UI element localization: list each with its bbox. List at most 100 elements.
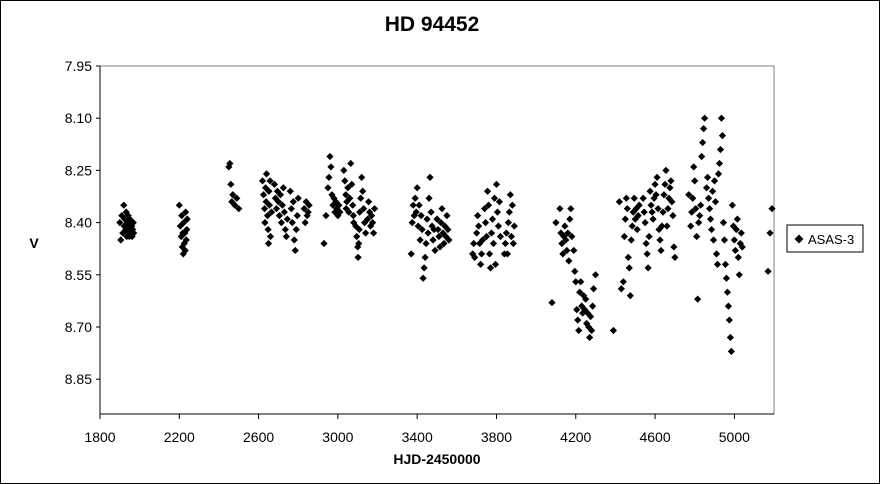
- data-point: [650, 194, 658, 202]
- y-tick-label: 8.70: [65, 319, 92, 335]
- data-point: [591, 271, 600, 279]
- data-point: [291, 246, 299, 255]
- data-point: [130, 229, 138, 237]
- data-point: [505, 208, 513, 216]
- data-point: [552, 219, 560, 227]
- data-point: [633, 225, 641, 234]
- x-tick-label: 4200: [560, 429, 591, 445]
- data-point: [416, 236, 424, 244]
- data-point: [704, 194, 713, 202]
- data-point: [768, 205, 776, 213]
- data-point: [345, 208, 353, 216]
- data-point: [413, 184, 421, 192]
- data-point: [439, 229, 447, 237]
- data-point: [409, 201, 417, 209]
- data-point: [411, 194, 419, 202]
- data-point: [471, 253, 479, 261]
- data-point: [320, 239, 328, 248]
- data-point: [558, 239, 566, 248]
- x-axis-title: HJD-2450000: [393, 451, 480, 467]
- data-point: [364, 215, 372, 223]
- data-point: [562, 236, 570, 244]
- data-point: [727, 347, 735, 355]
- data-point: [349, 201, 357, 209]
- data-point: [117, 236, 125, 244]
- data-point: [494, 222, 503, 230]
- data-point: [408, 219, 416, 227]
- data-point: [422, 239, 430, 248]
- data-point: [407, 250, 415, 258]
- series-asas-3-points: [116, 114, 776, 355]
- data-point: [573, 306, 581, 314]
- data-point: [574, 316, 582, 324]
- data-point: [641, 219, 649, 227]
- data-point: [624, 253, 632, 261]
- data-point: [568, 232, 576, 241]
- data-point: [427, 208, 435, 216]
- data-point: [716, 145, 725, 154]
- x-tick-label: 3800: [481, 429, 512, 445]
- data-point: [443, 212, 451, 220]
- data-point: [484, 201, 493, 209]
- data-point: [667, 177, 675, 185]
- data-point: [642, 239, 650, 248]
- data-point: [325, 173, 333, 181]
- data-point: [343, 198, 351, 206]
- data-point: [657, 246, 665, 255]
- data-point: [668, 198, 676, 206]
- data-point: [582, 295, 590, 303]
- data-point: [615, 198, 623, 206]
- data-point: [620, 232, 628, 241]
- data-point: [179, 250, 187, 258]
- data-point: [349, 212, 357, 220]
- data-point: [623, 205, 631, 213]
- data-point: [493, 208, 502, 216]
- data-point: [644, 264, 652, 272]
- data-point: [335, 201, 343, 209]
- data-point: [129, 219, 137, 227]
- data-point: [355, 225, 363, 234]
- data-point: [588, 326, 596, 335]
- data-point: [347, 159, 355, 168]
- data-point: [183, 225, 191, 234]
- data-point: [645, 232, 653, 241]
- data-point: [713, 260, 722, 268]
- data-point: [226, 159, 234, 168]
- data-point: [181, 246, 189, 255]
- data-point: [417, 212, 425, 220]
- data-point: [732, 225, 740, 234]
- data-point: [492, 180, 501, 188]
- data-point: [630, 194, 638, 202]
- data-point: [696, 212, 704, 220]
- data-point: [445, 236, 453, 244]
- x-tick-label: 2200: [164, 429, 195, 445]
- data-point: [469, 250, 477, 258]
- data-point: [685, 191, 693, 199]
- data-point: [292, 225, 300, 234]
- data-point: [572, 278, 580, 286]
- data-point: [294, 194, 302, 202]
- data-point: [724, 302, 733, 310]
- y-tick-label: 8.55: [65, 267, 92, 283]
- data-point: [488, 215, 497, 223]
- data-point: [561, 222, 569, 230]
- data-point: [359, 187, 367, 195]
- data-point: [434, 225, 442, 234]
- data-point: [565, 257, 573, 265]
- data-point: [715, 159, 724, 168]
- x-tick-label: 3000: [322, 429, 353, 445]
- data-point: [341, 177, 349, 185]
- data-point: [581, 306, 589, 314]
- data-point: [764, 267, 772, 275]
- data-point: [274, 198, 283, 206]
- y-tick-label: 8.85: [65, 371, 92, 387]
- data-point: [261, 219, 269, 227]
- data-point: [609, 326, 618, 335]
- data-point: [718, 132, 727, 140]
- data-point: [502, 229, 510, 237]
- data-point: [478, 250, 486, 258]
- data-point: [621, 215, 629, 223]
- data-point: [652, 191, 660, 199]
- data-point: [738, 243, 746, 251]
